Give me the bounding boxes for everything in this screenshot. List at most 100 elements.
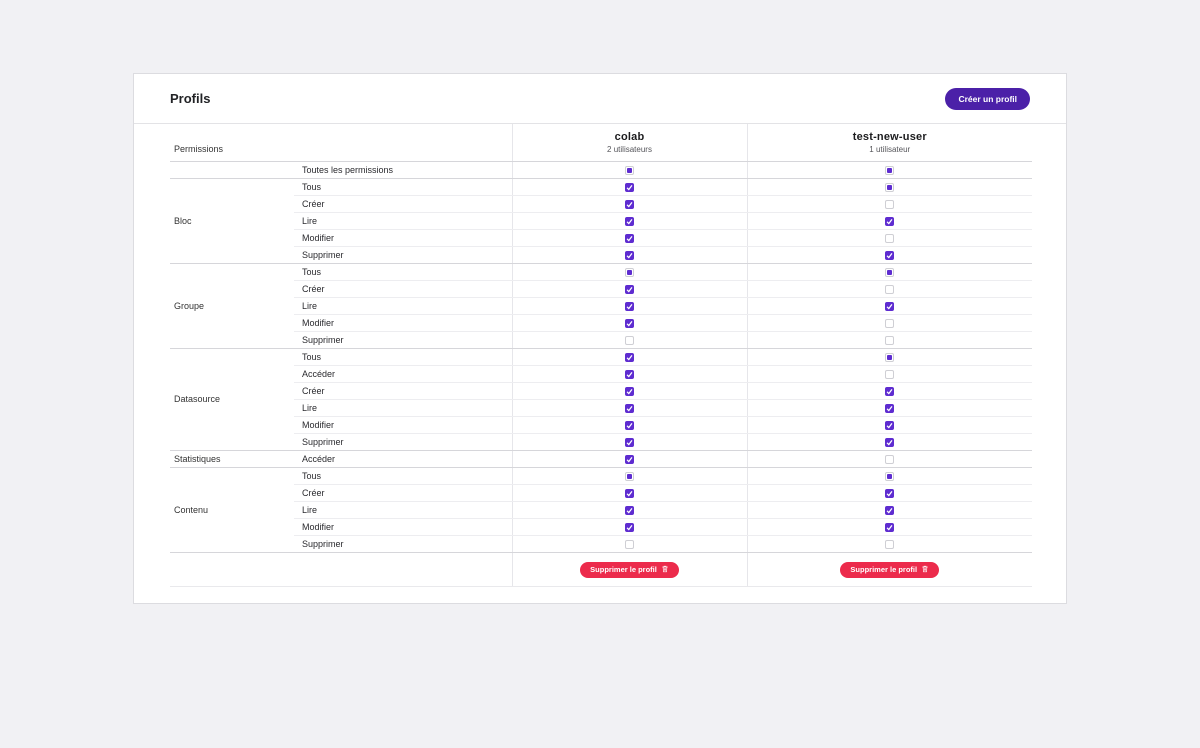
permission-row: Bloc Tous (170, 178, 1033, 264)
indeterminate-mark (887, 473, 893, 479)
permission-label: Tous (294, 348, 513, 366)
permission-label: Modifier (294, 518, 513, 536)
checkbox-cell (511, 365, 748, 383)
permission-checkbox-checked[interactable] (885, 522, 895, 532)
permission-checkbox-unchecked[interactable] (885, 369, 895, 379)
permission-checkbox-indeterminate[interactable] (625, 471, 635, 481)
permission-checkbox-checked[interactable] (625, 437, 635, 447)
permission-checkbox-checked[interactable] (625, 454, 635, 464)
permission-checkbox-checked[interactable] (625, 182, 635, 192)
permission-label: Tous (294, 467, 513, 485)
checkbox-cell (746, 263, 1033, 281)
indeterminate-mark (887, 184, 893, 190)
checkbox-cell (511, 246, 748, 264)
category-cell: Statistiques (170, 450, 294, 468)
permission-checkbox-checked[interactable] (885, 437, 895, 447)
permission-checkbox-checked[interactable] (625, 369, 635, 379)
permission-row: Modifier (170, 518, 1033, 536)
permission-label: Modifier (294, 416, 513, 434)
permission-checkbox-checked[interactable] (885, 420, 895, 430)
permission-checkbox-checked[interactable] (885, 386, 895, 396)
create-profile-button[interactable]: Créer un profil (945, 87, 1030, 110)
permission-label: Lire (294, 501, 513, 519)
permission-checkbox-checked[interactable] (625, 488, 635, 498)
permission-checkbox-checked[interactable] (625, 505, 635, 515)
checkbox-cell (746, 450, 1033, 468)
permission-row: Créer (170, 195, 1033, 213)
permission-label: Lire (294, 297, 513, 315)
permission-checkbox-checked[interactable] (625, 216, 635, 226)
permission-label: Lire (294, 399, 513, 417)
permission-checkbox-indeterminate[interactable] (625, 267, 635, 277)
permission-row: Créer (170, 382, 1033, 400)
permission-label: Modifier (294, 229, 513, 247)
permission-checkbox-unchecked[interactable] (885, 284, 895, 294)
table-footer-row: Supprimer le profil Supprimer le profil (170, 552, 1033, 587)
delete-profile-button-test-new-user[interactable]: Supprimer le profil (840, 561, 940, 578)
checkbox-cell (511, 450, 748, 468)
permission-checkbox-unchecked[interactable] (625, 335, 635, 345)
permissions-column-header: Permissions (170, 124, 513, 162)
permission-row: Modifier (170, 229, 1033, 247)
checkbox-cell (511, 229, 748, 247)
permission-checkbox-checked[interactable] (625, 403, 635, 413)
checkbox-cell (511, 314, 748, 332)
permission-label: Supprimer (294, 535, 513, 553)
checkbox-cell (511, 535, 748, 553)
checkbox-cell (511, 280, 748, 298)
checkbox-cell (511, 467, 748, 485)
permission-row: Lire (170, 212, 1033, 230)
permission-row: Créer (170, 484, 1033, 502)
permission-checkbox-indeterminate[interactable] (885, 267, 895, 277)
permission-checkbox-checked[interactable] (885, 488, 895, 498)
profiles-card: Profils Créer un profil Permissions cola… (133, 73, 1067, 604)
permission-checkbox-checked[interactable] (625, 420, 635, 430)
checkbox-cell (746, 331, 1033, 349)
delete-profile-label: Supprimer le profil (850, 564, 918, 574)
permission-checkbox-checked[interactable] (625, 386, 635, 396)
checkbox-cell (746, 467, 1033, 485)
permission-checkbox-checked[interactable] (625, 250, 635, 260)
permission-checkbox-checked[interactable] (625, 318, 635, 328)
permission-checkbox-unchecked[interactable] (885, 233, 895, 243)
checkbox-cell (746, 314, 1033, 332)
permission-checkbox-indeterminate[interactable] (885, 165, 895, 175)
delete-profile-label: Supprimer le profil (590, 564, 657, 574)
permission-checkbox-checked[interactable] (625, 301, 635, 311)
permission-row: Lire (170, 399, 1033, 417)
profile-user-count: 2 utilisateurs (607, 144, 652, 154)
permission-checkbox-checked[interactable] (885, 403, 895, 413)
checkbox-cell (511, 195, 748, 213)
checkbox-cell (746, 501, 1033, 519)
delete-profile-button-colab[interactable]: Supprimer le profil (580, 561, 679, 578)
checkbox-cell (746, 433, 1033, 451)
permission-checkbox-unchecked[interactable] (885, 454, 895, 464)
permission-checkbox-indeterminate[interactable] (885, 471, 895, 481)
permission-checkbox-unchecked[interactable] (885, 318, 895, 328)
permission-checkbox-checked[interactable] (625, 522, 635, 532)
checkbox-cell (511, 297, 748, 315)
permission-checkbox-checked[interactable] (885, 301, 895, 311)
permission-label: Créer (294, 280, 513, 298)
permission-checkbox-checked[interactable] (625, 284, 635, 294)
permission-checkbox-checked[interactable] (885, 216, 895, 226)
table-header-row: Permissions colab 2 utilisateurs test-ne… (170, 124, 1033, 162)
permission-checkbox-indeterminate[interactable] (885, 352, 895, 362)
permissions-table: Permissions colab 2 utilisateurs test-ne… (170, 124, 1033, 587)
checkbox-cell (746, 416, 1033, 434)
permission-checkbox-checked[interactable] (885, 505, 895, 515)
permission-checkbox-checked[interactable] (625, 199, 635, 209)
permission-row: Supprimer (170, 433, 1033, 451)
permission-checkbox-unchecked[interactable] (885, 199, 895, 209)
permission-checkbox-checked[interactable] (625, 233, 635, 243)
permission-checkbox-unchecked[interactable] (885, 335, 895, 345)
profile-column-header-test-new-user: test-new-user 1 utilisateur (746, 124, 1033, 162)
trash-icon (921, 565, 929, 573)
permission-checkbox-checked[interactable] (885, 250, 895, 260)
permission-row: Modifier (170, 416, 1033, 434)
permission-checkbox-indeterminate[interactable] (625, 165, 635, 175)
permission-checkbox-unchecked[interactable] (625, 539, 635, 549)
permission-checkbox-indeterminate[interactable] (885, 182, 895, 192)
permission-checkbox-checked[interactable] (625, 352, 635, 362)
permission-checkbox-unchecked[interactable] (885, 539, 895, 549)
